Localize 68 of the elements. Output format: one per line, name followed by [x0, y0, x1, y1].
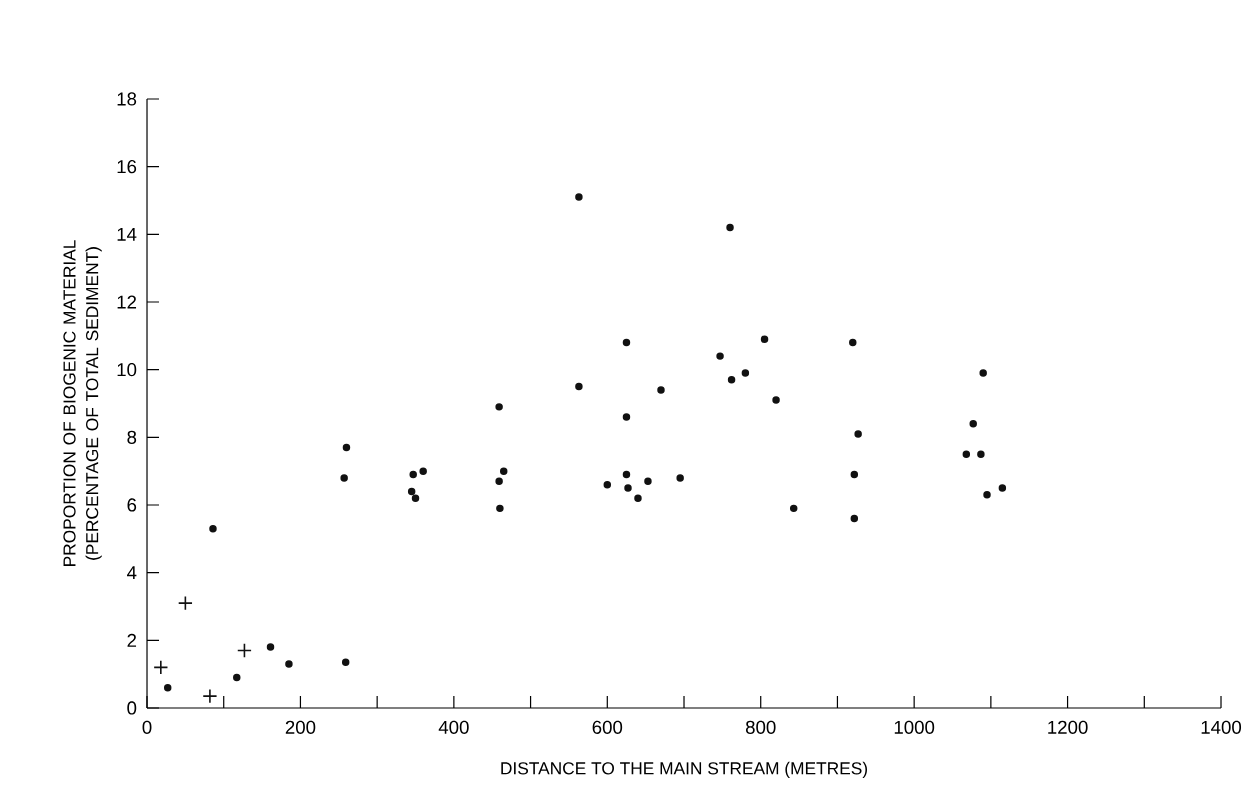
point: [772, 396, 780, 404]
point: [979, 369, 987, 377]
point: [726, 223, 734, 232]
y-tick-label: 14: [117, 227, 137, 241]
y-tick-label: 4: [127, 566, 137, 580]
point: [983, 491, 991, 499]
x-tick-label: 0: [142, 720, 152, 734]
point: [407, 487, 416, 496]
point: [603, 480, 612, 489]
point: [233, 673, 241, 682]
point: [849, 338, 857, 347]
point: [177, 595, 193, 611]
y-tick-label: 8: [127, 430, 137, 444]
point: [622, 470, 631, 479]
point: [209, 524, 217, 533]
point: [657, 386, 665, 394]
point: [622, 338, 631, 347]
y-tick-label: 6: [127, 498, 137, 512]
point: [850, 470, 859, 479]
point: [676, 474, 684, 482]
point: [341, 658, 350, 667]
point: [998, 484, 1007, 492]
x-tick-label: 1400: [1201, 720, 1242, 734]
point: [153, 659, 169, 675]
x-tick-label: 1200: [1048, 720, 1088, 734]
point: [236, 643, 252, 658]
point: [622, 413, 631, 421]
point: [285, 660, 293, 668]
point: [411, 494, 420, 502]
point: [760, 335, 769, 343]
point: [575, 382, 583, 391]
y-axis-title: PROPORTION OF BIOGENIC MATERIAL (PERCENTAGE OF TOTAL SEDIMENT): [63, 240, 102, 566]
point: [716, 352, 724, 360]
x-tick-label: 600: [592, 720, 623, 734]
x-axis-title: DISTANCE TO THE MAIN STREAM (METRES): [501, 761, 868, 778]
y-tick-label: 0: [127, 701, 137, 715]
point: [789, 504, 798, 513]
point: [644, 477, 652, 486]
point: [741, 369, 750, 377]
point: [624, 484, 632, 492]
point: [409, 470, 417, 479]
point: [575, 193, 583, 201]
y-tick-label: 18: [117, 92, 137, 106]
point: [854, 430, 862, 438]
y-tick-label: 10: [117, 363, 137, 377]
x-tick-label: 1000: [894, 720, 935, 734]
point: [500, 467, 508, 475]
point: [634, 494, 642, 502]
point: [496, 504, 504, 513]
point: [962, 450, 971, 458]
point: [727, 376, 736, 384]
point: [163, 683, 172, 692]
point: [977, 450, 985, 458]
y-tick-label: 2: [127, 633, 137, 647]
point: [850, 514, 859, 523]
point: [342, 443, 351, 452]
x-tick-label: 800: [745, 720, 776, 734]
point: [202, 688, 218, 704]
point: [340, 474, 348, 482]
point: [419, 467, 427, 475]
y-tick-label: 16: [117, 160, 137, 174]
x-tick-label: 200: [285, 720, 316, 734]
point: [495, 403, 503, 411]
y-tick-label: 12: [117, 295, 137, 309]
point: [969, 420, 977, 428]
point: [495, 477, 503, 486]
point: [266, 643, 275, 651]
x-tick-label: 400: [438, 720, 469, 734]
